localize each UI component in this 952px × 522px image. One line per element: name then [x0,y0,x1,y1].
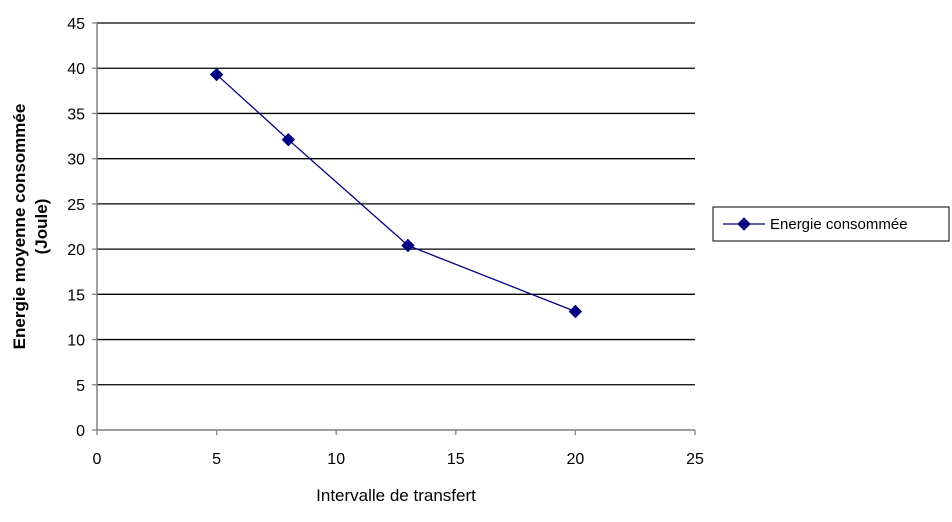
x-tick-label-20: 20 [567,451,585,468]
data-point-0-2 [401,238,415,253]
x-tick-label-10: 10 [327,451,345,468]
y-tick-label-25: 25 [67,197,85,214]
series-line-0 [216,74,576,313]
y-tick-label-10: 10 [67,333,85,350]
legend-marker-diamond [737,217,751,231]
data-point-0-3 [568,304,583,319]
y-axis-title: Energie moyenne consommée (Joule) [10,104,51,350]
x-axis-title: Intervalle de transfert [316,486,476,505]
x-tick-label-5: 5 [212,451,221,468]
y-tick-label-5: 5 [76,378,85,395]
legend: Energie consommée [712,206,950,242]
y-tick-label-45: 45 [67,16,85,33]
legend-label: Energie consommée [770,216,908,233]
y-tick-label-35: 35 [67,106,85,123]
axes [96,23,695,431]
y-tick-label-30: 30 [67,152,85,169]
y-tick-label-15: 15 [67,287,85,304]
data-point-0-1 [281,132,296,147]
y-axis-title-line1: Energie moyenne consommée [10,104,29,350]
y-tick-label-20: 20 [67,242,85,259]
grid-lines [97,22,695,386]
tick-labels: 0 5 10 15 20 25 30 35 40 45 0 5 10 15 20 25 [67,16,704,468]
series [209,67,583,319]
data-point-0-0 [209,67,224,82]
y-axis-title-line2: (Joule) [32,199,51,255]
y-tick-label-40: 40 [67,61,85,78]
x-tick-label-15: 15 [447,451,465,468]
x-tick-label-25: 25 [686,451,704,468]
x-tick-label-0: 0 [93,451,102,468]
y-tick-label-0: 0 [76,423,85,440]
